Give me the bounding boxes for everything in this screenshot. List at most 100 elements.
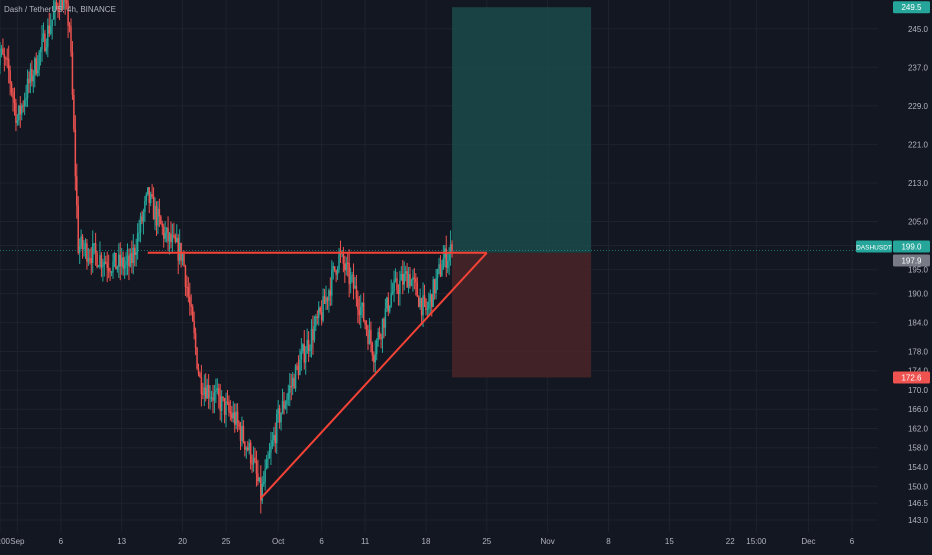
- candle-body: [218, 388, 220, 397]
- candle-body: [349, 275, 352, 284]
- target-zone[interactable]: [452, 7, 592, 253]
- candle-body: [413, 277, 416, 279]
- candle-body: [90, 258, 93, 263]
- candle-body: [290, 385, 292, 387]
- candle-body: [41, 38, 43, 50]
- candle-body: [249, 442, 252, 464]
- stop-zone[interactable]: [452, 252, 592, 378]
- symbol-header: Dash / TetherUS, 4h, BINANCE: [4, 5, 116, 14]
- candle-body: [397, 290, 400, 295]
- candle-body: [268, 452, 271, 459]
- price-axis[interactable]: 143.0 146.5 150.0 154.0 158.0 162.0 166.0 170.0…: [878, 0, 932, 550]
- time-tick-label: 25: [222, 537, 231, 546]
- candle-body: [431, 294, 433, 307]
- candle-body: [357, 298, 359, 310]
- candle-body: [157, 208, 159, 226]
- price-tick-label: 229.0: [908, 102, 929, 111]
- candle-body: [115, 252, 117, 270]
- ascending-trend-line[interactable]: [260, 252, 488, 499]
- candle-body: [226, 401, 229, 403]
- time-axis[interactable]: 15:00Sep6132025Oct6111825Nov8152215:00De…: [0, 532, 932, 550]
- time-tick-label: Nov: [541, 537, 555, 546]
- time-tick-label: Dec: [801, 537, 815, 546]
- candle-body: [423, 295, 426, 300]
- price-tick-label: 158.0: [908, 444, 929, 453]
- candle-body: [412, 277, 414, 281]
- position-zones[interactable]: [452, 7, 592, 378]
- candle-body: [176, 237, 178, 242]
- candle-body: [209, 397, 211, 399]
- candle-body: [42, 33, 45, 39]
- price-tick-label: 213.0: [908, 179, 929, 188]
- time-tick-label: 13: [117, 537, 126, 546]
- price-tick-label: 146.5: [908, 499, 929, 508]
- candle-body: [54, 1, 56, 12]
- candle-body: [22, 105, 24, 107]
- drawings[interactable]: [0, 250, 878, 499]
- candle-body: [264, 469, 266, 483]
- candle-body: [333, 266, 336, 271]
- candle-body: [168, 233, 171, 242]
- time-axis-bg: [0, 532, 932, 550]
- time-tick-label: Oct: [272, 537, 285, 546]
- candle-body: [416, 282, 419, 297]
- price-tick-label: 143.0: [908, 516, 929, 525]
- candle-body: [432, 279, 434, 307]
- candle-body: [96, 252, 98, 268]
- candle-body: [2, 48, 4, 55]
- candle-body: [9, 70, 11, 84]
- price-tick-label: 150.0: [908, 482, 929, 491]
- candle-body: [383, 318, 385, 328]
- candle-body: [173, 235, 175, 237]
- time-tick-label: 8: [606, 537, 611, 546]
- candle-body: [265, 459, 268, 470]
- candle-body: [299, 359, 301, 376]
- candle-body: [381, 318, 384, 340]
- candle-body: [158, 208, 161, 217]
- symbol-tag: DASHUSDT: [856, 245, 892, 252]
- candle-body: [31, 68, 33, 82]
- candle-body: [55, 1, 58, 6]
- candle-body: [203, 387, 206, 395]
- candle-body: [123, 264, 126, 269]
- time-tick-label: 6: [850, 537, 855, 546]
- candle-body: [441, 269, 443, 276]
- candle-body: [360, 306, 362, 316]
- candle-body: [451, 244, 453, 251]
- candle-body: [320, 312, 323, 321]
- candle-body: [125, 260, 127, 265]
- candle-body: [25, 97, 27, 101]
- candle-body: [352, 274, 355, 289]
- candle-body: [99, 255, 101, 267]
- candle-body: [335, 270, 337, 275]
- target-price-label: 249.5: [901, 3, 922, 12]
- candle-body: [302, 344, 304, 352]
- candle-body: [18, 105, 20, 121]
- candle-body: [120, 257, 123, 267]
- candle-body: [219, 396, 221, 411]
- price-axis-bg: [878, 0, 932, 550]
- candle-body: [255, 461, 258, 474]
- candle-body: [112, 261, 114, 272]
- candle-body: [319, 307, 321, 313]
- candle-body: [0, 51, 1, 66]
- time-tick-label: 22: [726, 537, 735, 546]
- time-tick-label: 11: [361, 537, 370, 546]
- candle-body: [6, 58, 8, 60]
- candle-body: [306, 340, 308, 354]
- candle-body: [262, 482, 265, 485]
- candle-body: [162, 226, 165, 239]
- candle-body: [331, 269, 333, 296]
- candle-body: [44, 33, 46, 52]
- candle-body: [32, 75, 35, 82]
- candle-body: [216, 388, 219, 391]
- candle-body: [122, 257, 124, 269]
- candle-body: [396, 278, 398, 291]
- candle-body: [80, 236, 82, 247]
- candle-body: [387, 297, 390, 312]
- candle-body: [136, 233, 139, 252]
- candle-body: [183, 253, 185, 267]
- candle-body: [323, 296, 326, 304]
- candle-body: [277, 408, 279, 414]
